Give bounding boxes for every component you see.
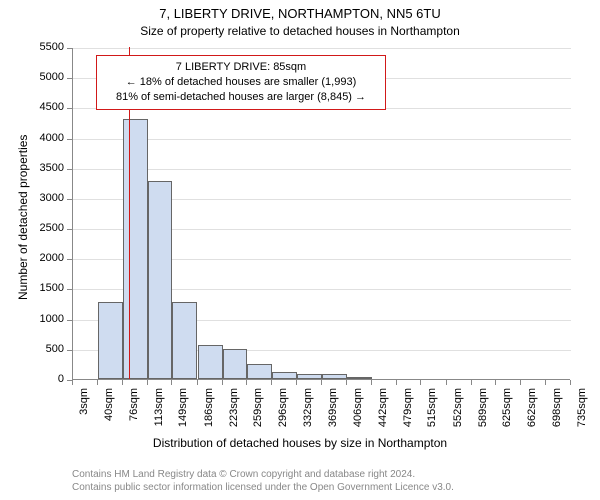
xtick-mark: [420, 380, 421, 385]
ytick-mark: [67, 350, 72, 351]
ytick-label: 500: [24, 343, 64, 355]
xtick-label: 406sqm: [352, 388, 364, 438]
xtick-label: 186sqm: [203, 388, 215, 438]
histogram-bar: [297, 374, 322, 379]
chart-container: 7, LIBERTY DRIVE, NORTHAMPTON, NN5 6TU S…: [0, 0, 600, 500]
ytick-mark: [67, 139, 72, 140]
xtick-mark: [545, 380, 546, 385]
xtick-mark: [446, 380, 447, 385]
ytick-mark: [67, 259, 72, 260]
ytick-mark: [67, 199, 72, 200]
xtick-mark: [122, 380, 123, 385]
xtick-mark: [271, 380, 272, 385]
ytick-label: 1500: [24, 282, 64, 294]
xtick-mark: [72, 380, 73, 385]
ytick-label: 2500: [24, 222, 64, 234]
xtick-label: 113sqm: [153, 388, 165, 438]
xtick-label: 223sqm: [228, 388, 240, 438]
xtick-label: 515sqm: [426, 388, 438, 438]
histogram-bar: [247, 364, 272, 379]
ytick-label: 2000: [24, 252, 64, 264]
ytick-label: 4000: [24, 132, 64, 144]
xtick-label: 625sqm: [501, 388, 513, 438]
xtick-label: 369sqm: [327, 388, 339, 438]
xtick-mark: [171, 380, 172, 385]
ytick-label: 1000: [24, 313, 64, 325]
annotation-line3: 81% of semi-detached houses are larger (…: [105, 90, 377, 105]
histogram-bar: [98, 302, 122, 379]
ytick-label: 3000: [24, 192, 64, 204]
ytick-label: 3500: [24, 162, 64, 174]
ytick-mark: [67, 48, 72, 49]
xtick-mark: [520, 380, 521, 385]
xtick-label: 662sqm: [526, 388, 538, 438]
ytick-label: 5000: [24, 71, 64, 83]
histogram-bar: [223, 349, 247, 379]
xtick-label: 3sqm: [78, 388, 90, 438]
ytick-mark: [67, 320, 72, 321]
ytick-mark: [67, 78, 72, 79]
histogram-bar: [198, 345, 223, 379]
footer-line1: Contains HM Land Registry data © Crown c…: [72, 468, 570, 481]
ytick-mark: [67, 289, 72, 290]
ytick-label: 4500: [24, 101, 64, 113]
y-axis-label: Number of detached properties: [16, 135, 30, 300]
histogram-bar: [172, 302, 197, 379]
xtick-mark: [296, 380, 297, 385]
histogram-bar: [347, 377, 371, 379]
xtick-mark: [371, 380, 372, 385]
x-axis-label: Distribution of detached houses by size …: [0, 436, 600, 450]
ytick-mark: [67, 169, 72, 170]
footer-attribution: Contains HM Land Registry data © Crown c…: [72, 468, 570, 494]
xtick-mark: [471, 380, 472, 385]
xtick-label: 698sqm: [551, 388, 563, 438]
histogram-bar: [123, 119, 148, 379]
xtick-label: 259sqm: [252, 388, 264, 438]
title-main: 7, LIBERTY DRIVE, NORTHAMPTON, NN5 6TU: [0, 6, 600, 21]
xtick-mark: [321, 380, 322, 385]
footer-line2: Contains public sector information licen…: [72, 481, 570, 494]
xtick-mark: [346, 380, 347, 385]
xtick-label: 40sqm: [103, 388, 115, 438]
histogram-bar: [272, 372, 296, 379]
xtick-mark: [396, 380, 397, 385]
xtick-label: 332sqm: [302, 388, 314, 438]
annotation-line2: ← 18% of detached houses are smaller (1,…: [105, 75, 377, 90]
xtick-mark: [246, 380, 247, 385]
histogram-bar: [322, 374, 347, 379]
xtick-label: 735sqm: [576, 388, 588, 438]
ytick-mark: [67, 108, 72, 109]
xtick-label: 479sqm: [402, 388, 414, 438]
xtick-label: 552sqm: [452, 388, 464, 438]
xtick-mark: [197, 380, 198, 385]
histogram-bar: [148, 181, 172, 379]
xtick-label: 442sqm: [377, 388, 389, 438]
xtick-mark: [570, 380, 571, 385]
ytick-mark: [67, 229, 72, 230]
xtick-label: 149sqm: [177, 388, 189, 438]
xtick-mark: [222, 380, 223, 385]
annotation-box: 7 LIBERTY DRIVE: 85sqm ← 18% of detached…: [96, 55, 386, 110]
ytick-label: 5500: [24, 41, 64, 53]
xtick-label: 589sqm: [477, 388, 489, 438]
xtick-mark: [495, 380, 496, 385]
xtick-label: 296sqm: [277, 388, 289, 438]
xtick-mark: [147, 380, 148, 385]
ytick-label: 0: [24, 373, 64, 385]
xtick-mark: [97, 380, 98, 385]
xtick-label: 76sqm: [128, 388, 140, 438]
title-sub: Size of property relative to detached ho…: [0, 24, 600, 38]
annotation-line1: 7 LIBERTY DRIVE: 85sqm: [105, 60, 377, 75]
gridline: [73, 48, 571, 49]
